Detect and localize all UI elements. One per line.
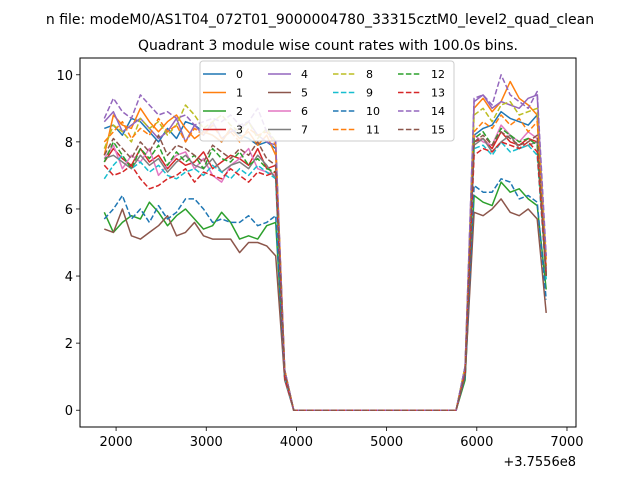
y-tick-label: 10: [56, 69, 73, 84]
x-tick-label: 4000: [280, 435, 313, 450]
x-offset-label: +3.7556e8: [503, 455, 576, 470]
legend-entry-0: 0: [203, 68, 243, 81]
chart-title: Quadrant 3 module wise count rates with …: [138, 38, 518, 54]
legend-label: 12: [431, 68, 445, 81]
series-line-0: [104, 110, 547, 411]
legend-label: 11: [366, 124, 380, 137]
legend-entry-10: 10: [333, 105, 380, 118]
y-tick-label: 8: [65, 136, 73, 151]
series-layer: [103, 74, 547, 411]
legend-entry-7: 7: [268, 124, 308, 137]
x-tick-label: 7000: [550, 435, 583, 450]
legend-label: 1: [236, 87, 243, 100]
legend-entry-14: 14: [398, 105, 445, 118]
x-tick-label: 6000: [460, 435, 493, 450]
legend-entry-2: 2: [203, 105, 243, 118]
legend-entry-13: 13: [398, 87, 445, 100]
legend-entry-11: 11: [333, 124, 380, 137]
axes-frame: [79, 57, 577, 428]
legend-label: 13: [431, 87, 445, 100]
series-line-15: [103, 131, 547, 411]
y-tick-label: 4: [65, 270, 73, 285]
legend-label: 10: [366, 105, 380, 118]
legend-label: 8: [366, 68, 373, 81]
legend-label: 7: [301, 124, 308, 137]
legend-entry-15: 15: [398, 124, 445, 137]
x-tick-label: 2000: [100, 435, 133, 450]
legend-entry-12: 12: [398, 68, 445, 81]
series-line-10: [103, 178, 547, 411]
legend-label: 9: [366, 87, 373, 100]
y-tick-label: 6: [65, 203, 73, 218]
legend-label: 5: [301, 87, 308, 100]
x-tick-label: 5000: [370, 435, 403, 450]
legend-label: 14: [431, 105, 445, 118]
y-tick-label: 2: [65, 337, 73, 352]
y-tick-label: 0: [65, 404, 73, 419]
legend-frame: [199, 60, 455, 142]
plot-area: [79, 57, 577, 428]
legend-label: 4: [301, 68, 308, 81]
x-tick-label: 3000: [190, 435, 223, 450]
series-line-12: [103, 127, 547, 411]
y-axis: 0 2 4 6 8 10: [56, 69, 80, 419]
legend-entry-3: 3: [203, 124, 243, 137]
series-line-4: [103, 94, 547, 411]
legend-entry-8: 8: [333, 68, 373, 81]
legend-label: 15: [431, 124, 445, 137]
legend-label: 3: [236, 124, 243, 137]
series-line-11: [103, 114, 547, 411]
legend-entry-1: 1: [203, 87, 243, 100]
legend-label: 6: [301, 105, 308, 118]
figure-suptitle: n file: modeM0/AS1T04_072T01_9000004780_…: [46, 12, 594, 28]
series-line-8: [103, 100, 547, 411]
series-line-13: [103, 141, 547, 411]
series-line-9: [103, 141, 547, 411]
legend-label: 2: [236, 105, 243, 118]
series-line-3: [103, 131, 547, 411]
series-line-5: [104, 198, 547, 411]
legend-entry-9: 9: [333, 87, 373, 100]
legend-entry-5: 5: [268, 87, 308, 100]
x-axis: 2000 3000 4000 5000 6000 7000: [100, 427, 584, 450]
legend-entry-6: 6: [268, 105, 308, 118]
legend-entry-4: 4: [268, 68, 308, 81]
legend-label: 0: [236, 68, 243, 81]
